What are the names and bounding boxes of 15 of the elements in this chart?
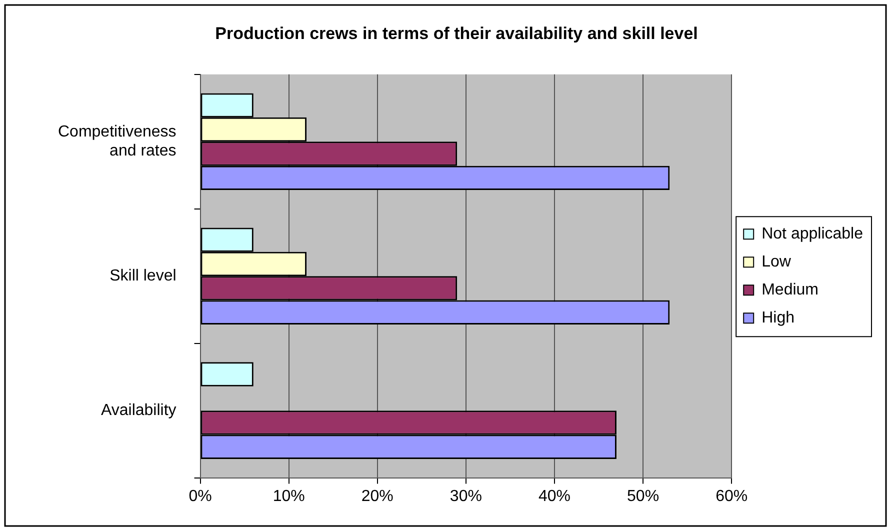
chart-title: Production crews in terms of their availability and skill level: [215, 24, 698, 43]
y-tick-label: Competitiveness and rates: [58, 123, 176, 160]
x-tick-label: 20%: [361, 488, 394, 505]
x-tick-label: 60%: [716, 488, 748, 505]
x-tick-label: 10%: [272, 488, 305, 505]
x-tick-label: 40%: [538, 488, 571, 505]
x-tick-label: 0%: [188, 488, 212, 505]
y-tick-label: Skill level: [110, 268, 176, 285]
legend-label: Not applicable: [762, 226, 864, 243]
legend-label: High: [762, 310, 795, 327]
y-tick-label: Availability: [100, 402, 176, 419]
legend-label: Medium: [762, 282, 819, 299]
x-tick-label: 50%: [627, 488, 660, 505]
x-tick-label: 30%: [450, 488, 482, 505]
legend-label: Low: [762, 254, 792, 271]
